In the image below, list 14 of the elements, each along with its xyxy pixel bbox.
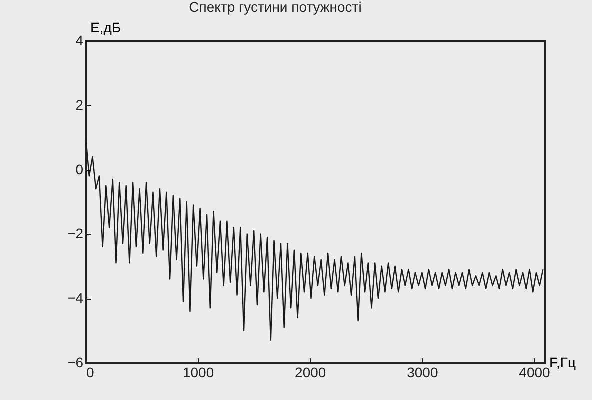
- y-tick-label: −4: [68, 290, 84, 306]
- x-tick-label: 0: [86, 364, 94, 380]
- y-tick-label: 2: [76, 96, 84, 113]
- y-tick-label: −6: [68, 354, 84, 370]
- y-tick-label: 4: [76, 32, 84, 48]
- x-tick-label: 4000: [519, 364, 551, 380]
- chart-title: Спектр густини потужності: [189, 0, 362, 15]
- x-tick-label: 3000: [407, 364, 438, 380]
- x-tick-label: 1000: [182, 364, 214, 380]
- y-tick-label: −2: [68, 226, 84, 242]
- y-axis-title: E,дБ: [90, 20, 122, 36]
- x-tick-label: 2000: [295, 364, 326, 380]
- x-axis-title: F,Гц: [550, 354, 576, 370]
- y-tick-label: 0: [76, 161, 84, 178]
